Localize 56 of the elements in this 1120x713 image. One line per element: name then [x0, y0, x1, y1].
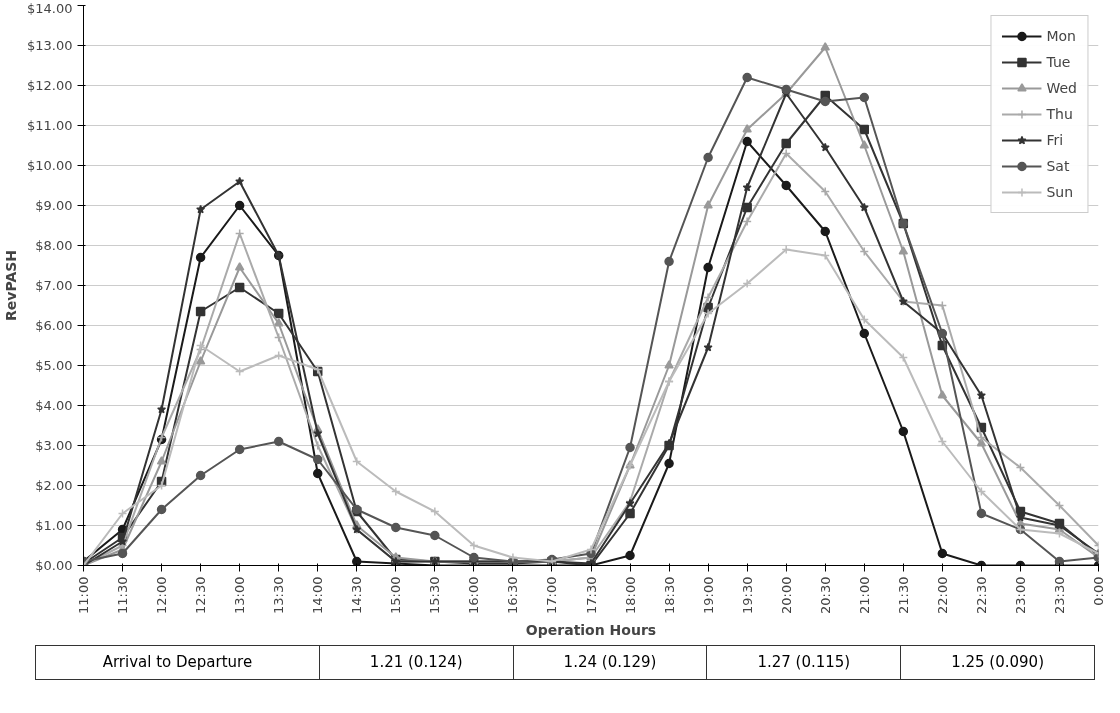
x-tick-label: 16:30: [505, 576, 521, 614]
y-axis-title: RevPASH: [3, 249, 20, 322]
x-tick-label: 20:30: [817, 576, 833, 614]
x-tick-label: 19:00: [700, 576, 716, 614]
y-tick-label: $14.00: [27, 0, 73, 16]
legend-label: Fri: [1046, 132, 1065, 148]
x-tick-label: 12:00: [154, 576, 170, 614]
x-tick-label: 17:00: [544, 576, 560, 614]
x-tick-label: 14:00: [310, 576, 326, 614]
x-tick-label: 13:30: [271, 576, 287, 614]
y-tick-label: $0.00: [35, 558, 73, 573]
x-tick-label: 19:30: [739, 576, 755, 614]
x-tick-label: 18:30: [661, 576, 677, 614]
y-tick-label: $4.00: [35, 398, 73, 413]
y-tick-label: $3.00: [35, 438, 73, 453]
x-tick-label: 15:30: [427, 576, 443, 614]
legend-label: Sat: [1046, 158, 1070, 174]
legend-label: Thu: [1046, 106, 1073, 122]
y-tick-label: $9.00: [35, 198, 73, 213]
y-tick-label: $12.00: [27, 78, 73, 93]
y-tick-label: $1.00: [35, 518, 73, 533]
y-tick-label: $7.00: [35, 278, 73, 293]
x-tick-label: 21:00: [856, 576, 872, 614]
y-tick-label: $6.00: [35, 318, 73, 333]
x-tick-label: 15:00: [388, 576, 404, 614]
x-axis-title: Operation Hours: [525, 621, 657, 638]
x-tick-label: 18:00: [622, 576, 638, 614]
text: 1.24 (0.129): [513, 645, 707, 680]
x-tick-label: 16:00: [466, 576, 482, 614]
text: 1.25 (0.090): [900, 645, 1095, 680]
text: Arrival to Departure: [35, 645, 320, 680]
y-tick-label: $11.00: [27, 118, 73, 133]
y-tick-label: $10.00: [27, 158, 73, 173]
text: 1.21 (0.124): [319, 645, 514, 680]
x-tick-label: 21:30: [895, 576, 911, 614]
x-tick-label: 13:00: [232, 576, 248, 614]
x-tick-label: 20:00: [778, 576, 794, 614]
x-tick-label: 11:00: [76, 576, 91, 614]
legend-label: Mon: [1046, 28, 1076, 44]
x-tick-label: 22:30: [973, 576, 989, 614]
y-tick-label: $5.00: [35, 358, 73, 373]
text: 1.27 (0.115): [706, 645, 901, 680]
x-tick-label: 23:30: [1051, 576, 1067, 614]
x-tick-label: 12:30: [193, 576, 209, 614]
x-tick-label: 17:30: [583, 576, 599, 614]
legend-label: Sun: [1046, 184, 1074, 200]
x-tick-label: 0:00: [1091, 576, 1106, 606]
x-tick-label: 23:00: [1012, 576, 1028, 614]
y-tick-label: $13.00: [27, 38, 73, 53]
legend-label: Tue: [1046, 54, 1071, 70]
x-tick-label: 14:30: [349, 576, 365, 614]
y-tick-label: $8.00: [35, 238, 73, 253]
x-tick-label: 22:00: [934, 576, 950, 614]
legend-label: Wed: [1046, 80, 1077, 96]
x-tick-label: 11:30: [115, 576, 131, 614]
y-tick-label: $2.00: [35, 478, 73, 493]
